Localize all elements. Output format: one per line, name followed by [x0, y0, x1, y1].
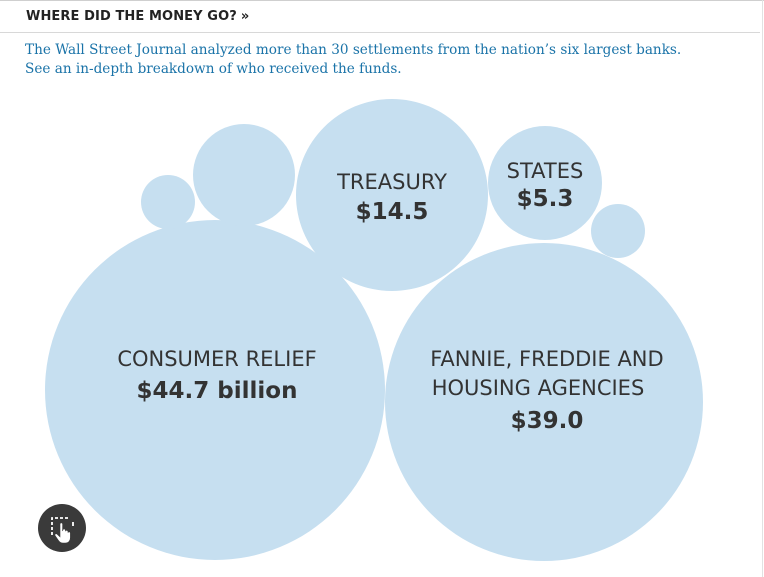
bubble-2-value: $14.5	[356, 199, 429, 225]
bubble-layer	[45, 99, 703, 561]
intro-text: The Wall Street Journal analyzed more th…	[25, 41, 745, 79]
bubble-1-label-1: HOUSING AGENCIES	[432, 376, 645, 400]
bubble-6	[591, 204, 645, 258]
bubble-2-label-0: TREASURY	[336, 170, 447, 194]
bubble-0	[45, 220, 385, 560]
bubble-3-value: $5.3	[517, 186, 574, 212]
section-header-title: WHERE DID THE MONEY GO?	[26, 9, 237, 24]
cursor-hand-icon	[51, 517, 74, 544]
bubble-2	[296, 99, 488, 291]
intro-line-2: See an in-depth breakdown of who receive…	[25, 61, 402, 77]
bubble-4	[193, 124, 295, 226]
bubble-0-value: $44.7 billion	[137, 378, 298, 404]
section-header-link[interactable]: WHERE DID THE MONEY GO?»	[26, 9, 249, 24]
bubble-1-label-0: FANNIE, FREDDIE AND	[430, 347, 663, 371]
section-header-arrows: »	[240, 9, 250, 24]
intro-line-1: The Wall Street Journal analyzed more th…	[25, 42, 682, 58]
bubble-0-label-0: CONSUMER RELIEF	[117, 347, 316, 371]
expand-button[interactable]	[38, 504, 86, 552]
bubble-1	[385, 243, 703, 561]
top-rule	[0, 0, 764, 1]
header-divider	[0, 32, 760, 33]
bubble-3	[488, 126, 602, 240]
right-rule	[762, 0, 763, 577]
bubble-1-value: $39.0	[511, 408, 584, 434]
bubble-3-label-0: STATES	[507, 159, 584, 183]
bubble-5	[141, 175, 195, 229]
label-layer: CONSUMER RELIEF $44.7 billion FANNIE, FRED…	[117, 159, 663, 434]
